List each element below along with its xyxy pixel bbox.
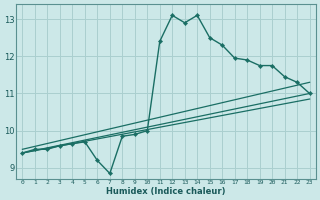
X-axis label: Humidex (Indice chaleur): Humidex (Indice chaleur)	[106, 187, 226, 196]
